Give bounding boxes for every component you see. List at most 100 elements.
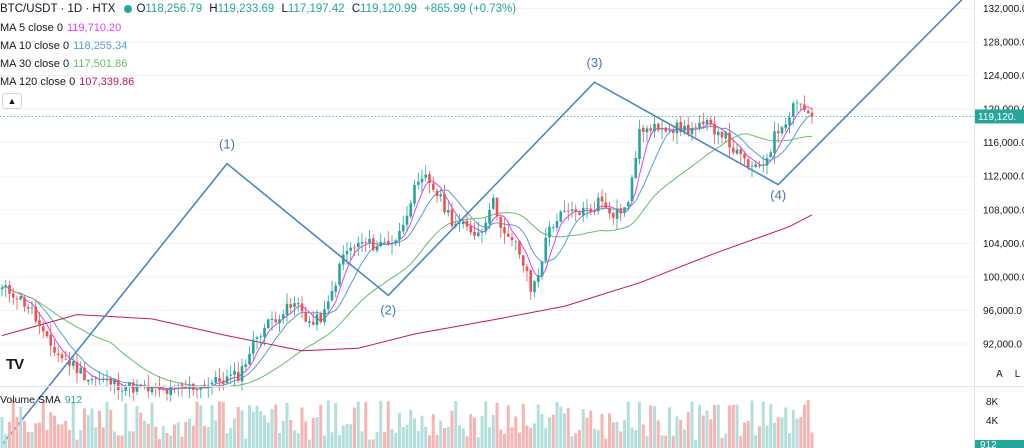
volume-bar (638, 401, 641, 448)
volume-tick-label: 8K (986, 397, 999, 408)
volume-bar (735, 404, 739, 448)
ma120-legend[interactable]: MA 120 close 0 107,339.86 (0, 76, 135, 88)
volume-bar (776, 417, 780, 448)
candle-body (660, 128, 664, 130)
candle-body (394, 240, 398, 243)
candle-body (506, 233, 510, 237)
candle-body (353, 247, 356, 249)
candle-body (431, 183, 435, 190)
volume-bar (645, 435, 649, 448)
candle-body (653, 123, 656, 132)
volume-bar (600, 413, 604, 448)
candle-body (229, 374, 233, 376)
chevron-up-icon[interactable]: ▲ (2, 93, 22, 109)
volume-bar (173, 424, 176, 448)
volume-bar (251, 411, 255, 448)
volume-bar (413, 418, 416, 448)
volume-bar (563, 413, 566, 448)
volume-bar (686, 411, 690, 448)
volume-bar (323, 435, 326, 448)
volume-bar (270, 408, 274, 448)
ma5-legend[interactable]: MA 5 close 0 119,710.20 (0, 22, 122, 34)
candle-body (11, 293, 15, 298)
volume-bar (769, 404, 773, 448)
candle-body (184, 386, 188, 389)
candle-body (728, 132, 731, 148)
candle-body (360, 242, 364, 244)
candle-body (694, 127, 698, 129)
volume-bar (338, 435, 341, 448)
candle-body (619, 208, 623, 214)
auto-scale-button[interactable]: A (992, 367, 1007, 382)
volume-bar (746, 420, 750, 448)
volume-bar (229, 428, 233, 448)
candle-body (116, 379, 120, 391)
candle-body (420, 178, 424, 183)
log-scale-button[interactable]: L (1010, 367, 1024, 382)
candle-body (529, 270, 533, 292)
candle-body (698, 122, 701, 128)
candle-body (720, 131, 724, 138)
candle-body (165, 389, 169, 394)
volume-bar (38, 422, 41, 448)
volume-bar (536, 404, 540, 448)
candle-body (135, 384, 139, 392)
volume-bar (233, 418, 236, 448)
candle-body (578, 212, 581, 215)
candle-body (638, 129, 641, 160)
ma10-legend[interactable]: MA 10 close 0 118,255.34 (0, 40, 128, 52)
candle-body (75, 362, 79, 374)
elliott-wave-lines (1, 0, 963, 446)
candle-body (128, 382, 131, 387)
candle-body (120, 390, 124, 392)
symbol-title[interactable]: BTC/USDT · 1D · HTX (0, 3, 116, 15)
volume-bar (15, 416, 19, 448)
candle-body (225, 376, 229, 384)
grid-lines (0, 7, 974, 345)
volume-bar (180, 436, 184, 448)
volume-bar (94, 427, 98, 448)
volume-bar (334, 403, 338, 448)
volume-bar (101, 427, 105, 448)
volume-bar (11, 400, 15, 448)
volume-bar (30, 431, 34, 448)
volume-bar (56, 424, 60, 448)
candle-body (525, 266, 529, 271)
volume-bar (150, 403, 154, 448)
candle-body (49, 334, 53, 346)
candle-body (248, 353, 251, 365)
volume-bar (203, 425, 206, 448)
volume-bar (109, 409, 113, 448)
volume-bar (458, 425, 461, 448)
volume-bars (0, 400, 814, 448)
candle-body (551, 227, 555, 229)
volume-bar (218, 401, 221, 448)
volume-bar (634, 430, 638, 448)
ma30-legend[interactable]: MA 30 close 0 117,501.86 (0, 58, 128, 70)
volume-bar (214, 420, 218, 448)
candle-body (428, 174, 431, 184)
candle-body (469, 226, 473, 233)
price-tick-label: 104,000.0 (983, 239, 1024, 250)
ma-line (1, 114, 813, 390)
candle-body (150, 386, 154, 393)
volume-bar (619, 431, 623, 448)
volume-bar (293, 430, 296, 448)
price-tick-label: 128,000.0 (983, 37, 1024, 48)
candle-body (330, 290, 334, 301)
candle-body (390, 242, 394, 245)
candle-body (656, 123, 660, 131)
candle-body (34, 306, 38, 322)
volume-bar (68, 429, 71, 448)
candle-body (536, 275, 540, 282)
last-price-badge (975, 109, 1024, 124)
volume-bar (503, 433, 506, 448)
candle-body (491, 197, 495, 209)
volume-bar (465, 436, 469, 448)
price-tick-label: 112,000.0 (983, 172, 1024, 183)
candle-body (724, 131, 728, 139)
candle-body (8, 284, 11, 294)
volume-bar (728, 405, 731, 448)
